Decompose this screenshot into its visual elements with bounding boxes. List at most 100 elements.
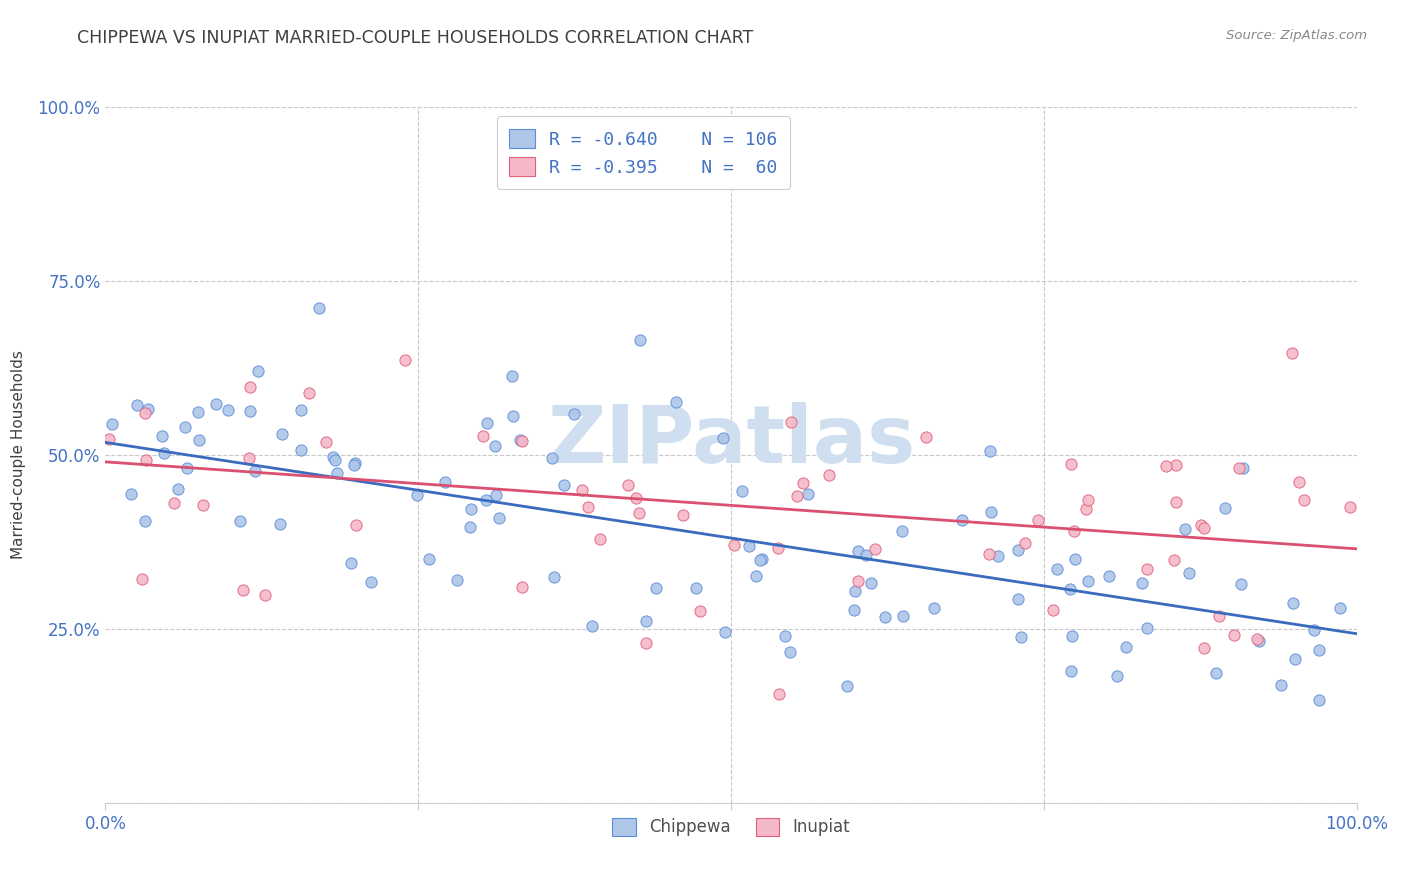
Y-axis label: Married-couple Households: Married-couple Households — [11, 351, 27, 559]
Point — [434, 475, 457, 489]
Point — [484, 439, 506, 453]
Point — [217, 403, 239, 417]
Point — [1115, 640, 1137, 654]
Point — [290, 403, 312, 417]
Point — [1014, 536, 1036, 550]
Point — [193, 498, 215, 512]
Point — [247, 363, 270, 377]
Point — [1132, 576, 1154, 591]
Point — [394, 353, 416, 368]
Point — [731, 484, 754, 499]
Point — [174, 419, 197, 434]
Point — [1007, 591, 1029, 606]
Point — [1063, 524, 1085, 538]
Point — [1064, 551, 1087, 566]
Point — [1232, 460, 1254, 475]
Point — [1288, 475, 1310, 490]
Point — [979, 547, 1001, 561]
Point — [576, 500, 599, 515]
Point — [685, 581, 707, 595]
Point — [134, 514, 156, 528]
Text: Source: ZipAtlas.com: Source: ZipAtlas.com — [1226, 29, 1367, 42]
Point — [1059, 664, 1081, 678]
Point — [723, 538, 745, 552]
Point — [768, 541, 790, 556]
Point — [665, 394, 688, 409]
Point — [797, 486, 820, 500]
Point — [229, 514, 252, 528]
Point — [571, 483, 593, 498]
Point — [488, 510, 510, 524]
Point — [842, 603, 865, 617]
Point — [846, 574, 869, 588]
Point — [1205, 665, 1227, 680]
Point — [163, 496, 186, 510]
Point — [510, 434, 533, 448]
Point — [1105, 669, 1128, 683]
Point — [1136, 621, 1159, 635]
Point — [541, 450, 564, 465]
Point — [636, 636, 658, 650]
Legend: Chippewa, Inupiat: Chippewa, Inupiat — [605, 809, 858, 845]
Point — [835, 679, 858, 693]
Point — [1223, 628, 1246, 642]
Point — [135, 453, 157, 467]
Point — [298, 385, 321, 400]
Point — [1208, 609, 1230, 624]
Point — [1246, 632, 1268, 647]
Point — [924, 600, 946, 615]
Point — [634, 614, 657, 628]
Point — [987, 549, 1010, 563]
Point — [239, 404, 262, 418]
Point — [97, 432, 120, 446]
Point — [501, 368, 523, 383]
Point — [239, 380, 262, 394]
Point — [689, 603, 711, 617]
Point — [1178, 566, 1201, 581]
Point — [475, 493, 498, 508]
Point — [1192, 521, 1215, 535]
Point — [323, 452, 346, 467]
Point — [1163, 552, 1185, 566]
Point — [253, 588, 276, 602]
Point — [980, 505, 1002, 519]
Point — [152, 446, 174, 460]
Point — [101, 417, 124, 431]
Text: CHIPPEWA VS INUPIAT MARRIED-COUPLE HOUSEHOLDS CORRELATION CHART: CHIPPEWA VS INUPIAT MARRIED-COUPLE HOUSE… — [77, 29, 754, 46]
Point — [1270, 677, 1292, 691]
Point — [1247, 633, 1270, 648]
Point — [1164, 458, 1187, 472]
Point — [890, 524, 912, 539]
Point — [1227, 461, 1250, 475]
Point — [1213, 501, 1236, 516]
Point — [1230, 577, 1253, 591]
Point — [860, 575, 883, 590]
Point — [205, 397, 228, 411]
Point — [167, 483, 190, 497]
Point — [1192, 640, 1215, 655]
Point — [624, 491, 647, 506]
Point — [1026, 513, 1049, 527]
Point — [1010, 630, 1032, 644]
Point — [1308, 693, 1330, 707]
Point — [846, 544, 869, 558]
Point — [326, 466, 349, 480]
Point — [751, 551, 773, 566]
Point — [502, 409, 524, 423]
Point — [1174, 522, 1197, 536]
Point — [738, 539, 761, 553]
Point — [589, 532, 612, 546]
Point — [508, 434, 530, 448]
Point — [844, 584, 866, 599]
Point — [270, 426, 292, 441]
Point — [1059, 582, 1081, 596]
Point — [243, 463, 266, 477]
Point — [131, 573, 153, 587]
Point — [1302, 623, 1324, 637]
Point — [360, 575, 382, 590]
Point — [855, 548, 877, 562]
Point — [187, 405, 209, 419]
Point — [630, 333, 652, 347]
Point — [446, 573, 468, 587]
Point — [779, 645, 801, 659]
